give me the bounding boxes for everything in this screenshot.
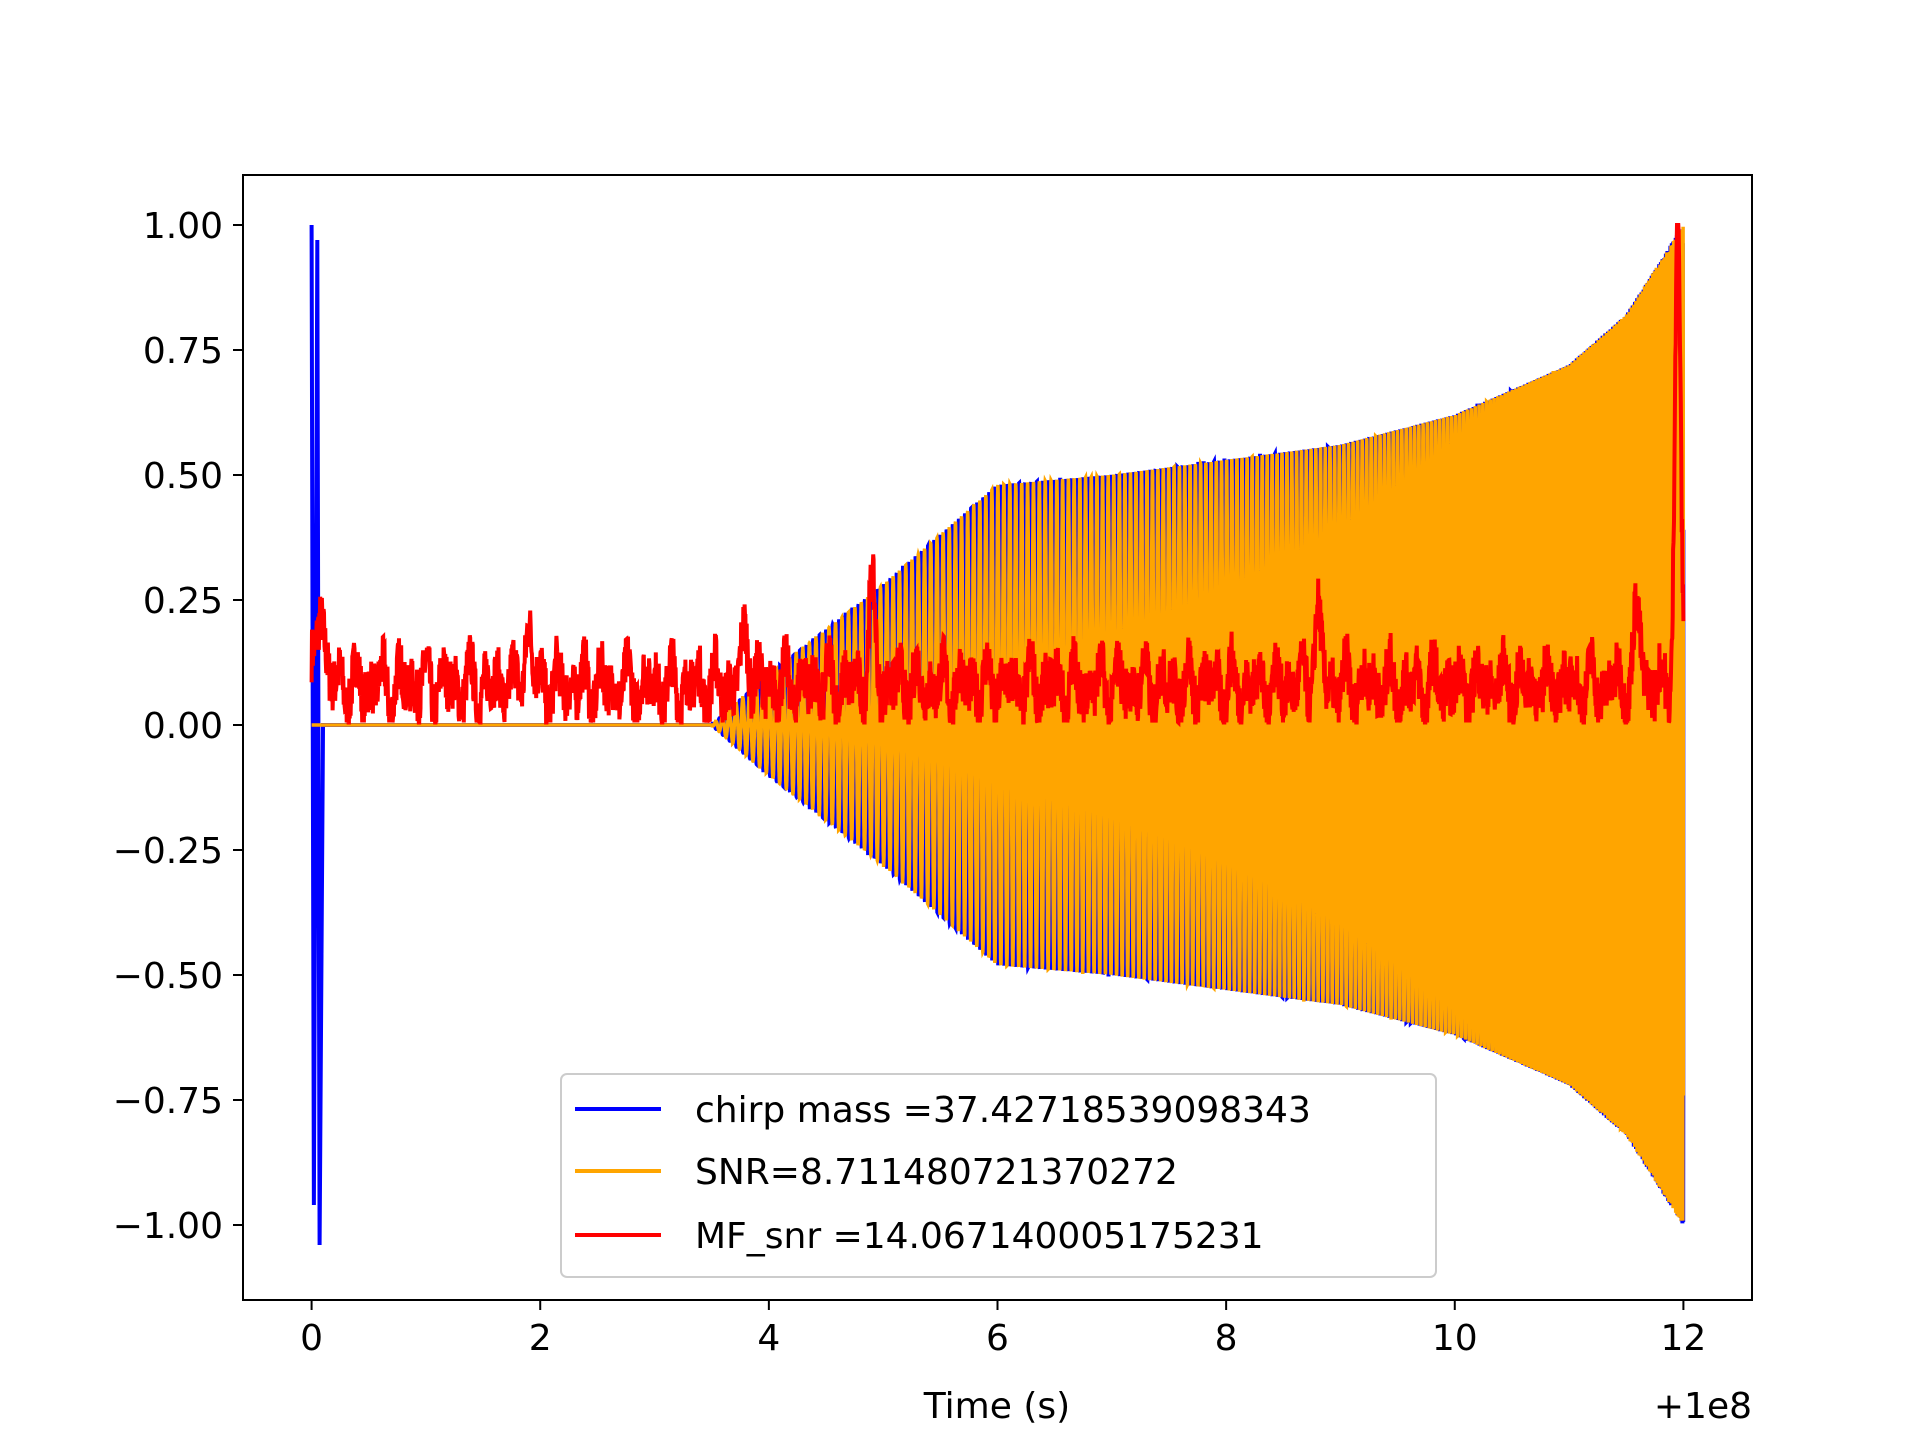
x-tick-label: 6	[986, 1318, 1009, 1359]
y-tick-label: 0.00	[143, 706, 223, 747]
series-line-snr	[311, 226, 1686, 1221]
legend-box	[560, 1073, 1437, 1278]
y-tick-label: −0.25	[113, 831, 223, 872]
legend-label-chirp-mass: chirp mass =37.42718539098343	[695, 1090, 1311, 1131]
y-tick-label: 0.25	[143, 581, 223, 622]
x-tick-label: 2	[529, 1318, 552, 1359]
series-line-mf-snr	[309, 223, 1686, 728]
x-axis-offset-label: +1e8	[1654, 1386, 1752, 1427]
y-tick-label: 0.50	[143, 456, 223, 497]
x-tick-label: 8	[1215, 1318, 1238, 1359]
legend: chirp mass =37.42718539098343 SNR=8.7114…	[560, 1073, 1437, 1278]
x-axis-label: Time (s)	[923, 1386, 1070, 1427]
y-tick-label: 1.00	[143, 206, 223, 247]
x-tick-label: 12	[1661, 1318, 1707, 1359]
legend-label-mf-snr: MF_snr =14.067140005175231	[695, 1216, 1264, 1257]
y-tick-label: 0.75	[143, 331, 223, 372]
legend-label-snr: SNR=8.711480721370272	[695, 1152, 1178, 1193]
y-tick-label: −0.75	[113, 1081, 223, 1122]
x-axis: 0 2 4 6 8 10 12	[300, 1300, 1706, 1359]
x-tick-label: 0	[300, 1318, 323, 1359]
x-tick-label: 4	[757, 1318, 780, 1359]
y-tick-label: −1.00	[113, 1206, 223, 1247]
y-axis: 1.00 0.75 0.50 0.25 0.00 −0.25 −0.50 −0.75 −1.00	[113, 206, 243, 1247]
x-tick-label: 10	[1432, 1318, 1478, 1359]
series-layer	[309, 223, 1686, 1246]
y-tick-label: −0.50	[113, 956, 223, 997]
